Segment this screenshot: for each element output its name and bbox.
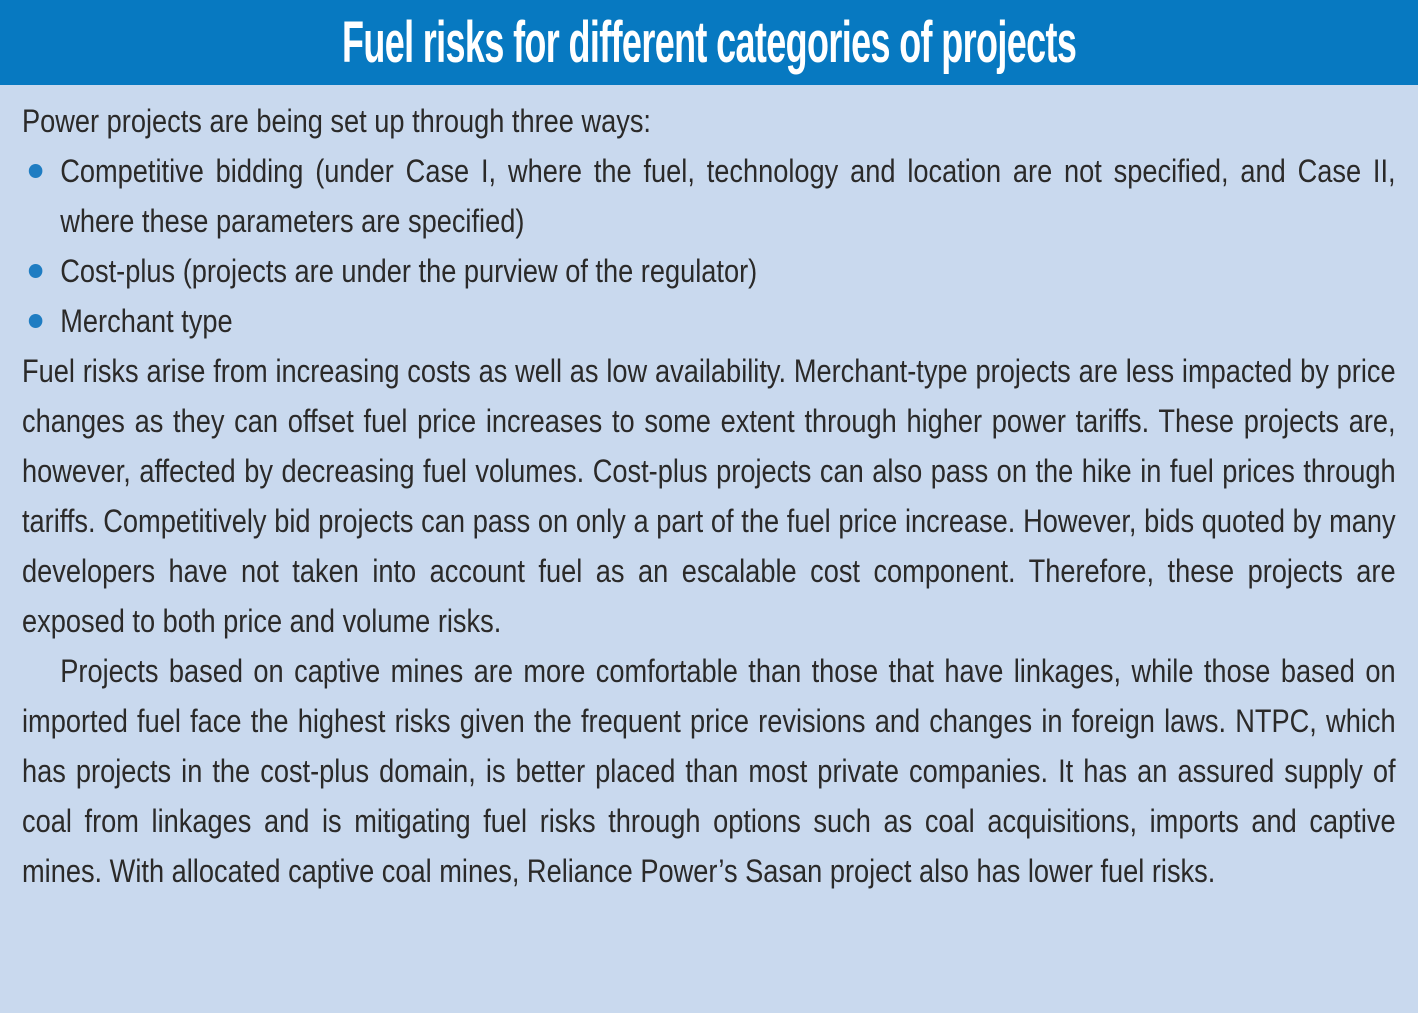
- panel-body: Power projects are being set up through …: [0, 85, 1418, 896]
- bullet-column: [22, 296, 60, 346]
- intro-line: Power projects are being set up through …: [22, 103, 651, 139]
- panel-header: Fuel risks for different categories of p…: [0, 0, 1418, 85]
- bullet-column: [22, 146, 60, 196]
- bullet-item-competitive-bidding: Competitive bidding (under Case I, where…: [60, 153, 1396, 239]
- paragraph-captive-mines: Projects based on captive mines are more…: [22, 653, 1396, 889]
- bullet-icon: [28, 314, 43, 328]
- bullet-item-merchant-type: Merchant type: [60, 303, 233, 339]
- page-title: Fuel risks for different categories of p…: [341, 10, 1077, 75]
- bullet-icon: [28, 264, 43, 278]
- list-item: Competitive bidding (under Case I, where…: [22, 146, 1396, 246]
- body-text-block: Power projects are being set up through …: [22, 96, 1396, 896]
- bullet-icon: [28, 164, 43, 178]
- list-item: Merchant type: [22, 296, 1396, 346]
- paragraph-fuel-risks: Fuel risks arise from increasing costs a…: [22, 353, 1396, 639]
- list-item: Cost-plus (projects are under the purvie…: [22, 246, 1396, 296]
- bullet-column: [22, 246, 60, 296]
- bullet-item-cost-plus: Cost-plus (projects are under the purvie…: [60, 253, 758, 289]
